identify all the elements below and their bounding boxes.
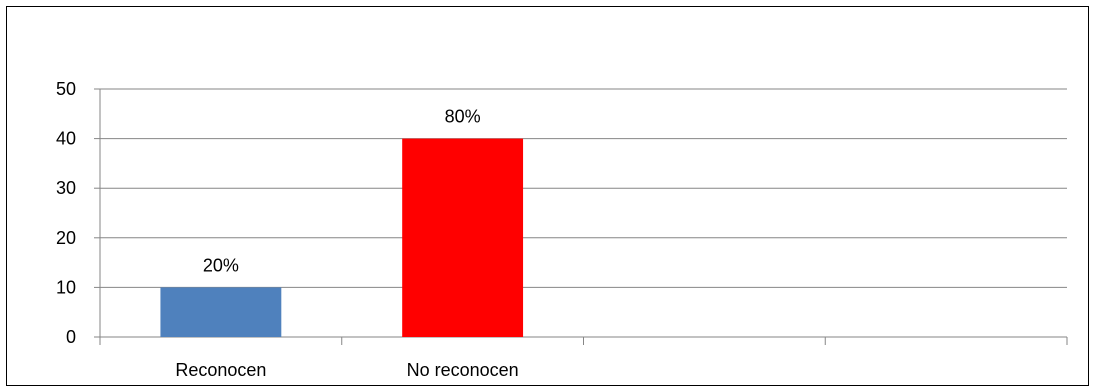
category-label: Reconocen [175,360,266,379]
y-tick-labels: 0 10 20 30 40 50 [56,79,76,347]
data-label: 80% [445,107,481,127]
bars [160,138,524,337]
gridlines [100,88,1067,288]
data-label: 20% [203,255,239,275]
y-tick-label: 50 [56,79,76,99]
y-tick-label: 0 [66,327,76,347]
bar [160,287,282,337]
data-labels: 20% 80% [203,107,481,276]
y-tick-label: 10 [56,277,76,297]
y-tick-label: 40 [56,129,76,149]
y-tick-label: 20 [56,228,76,248]
category-labels: Reconocen No reconocen [175,360,518,379]
category-label: No reconocen [407,360,519,379]
y-tick-label: 30 [56,178,76,198]
bar [402,138,524,337]
